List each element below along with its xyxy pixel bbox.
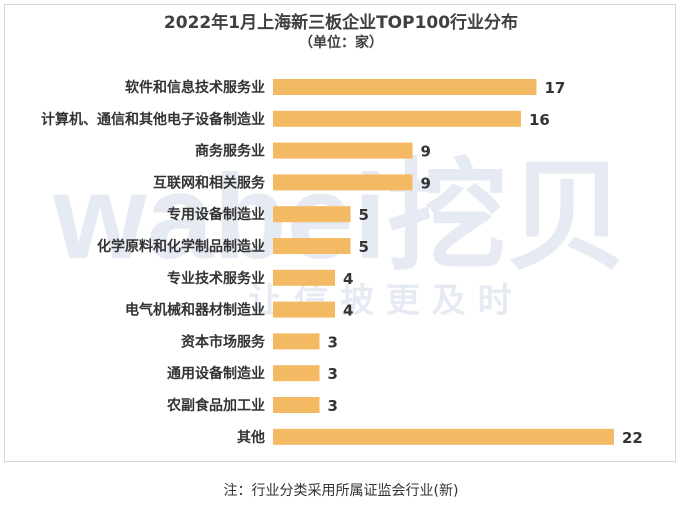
bar xyxy=(273,269,335,286)
category-label: 计算机、通信和其他电子设备制造业 xyxy=(41,111,265,128)
data-label: 17 xyxy=(545,79,566,97)
bar xyxy=(273,174,413,191)
bar xyxy=(273,428,614,445)
bar xyxy=(273,79,537,95)
category-label: 商务服务业 xyxy=(195,143,265,160)
data-label: 5 xyxy=(359,206,369,224)
data-label: 9 xyxy=(421,143,431,161)
data-label: 3 xyxy=(328,365,338,383)
chart-title: 2022年1月上海新三板企业TOP100行业分布 xyxy=(163,13,519,33)
footnote: 注：行业分类采用所属证监会行业(新) xyxy=(223,483,459,499)
bar xyxy=(273,397,320,413)
category-label: 软件和信息技术服务业 xyxy=(125,79,265,96)
category-label: 通用设备制造业 xyxy=(167,365,265,382)
bar xyxy=(273,110,521,127)
bar-chart: 软件和信息技术服务业 17 计算机、通信和其他电子设备制造业 16 商务服务业 9 互联网和… xyxy=(41,79,643,447)
category-label: 资本市场服务 xyxy=(181,333,266,350)
category-label: 互联网和相关服务 xyxy=(153,174,266,191)
data-label: 5 xyxy=(359,238,369,256)
category-label: 专用设备制造业 xyxy=(167,206,265,223)
bar xyxy=(273,333,320,350)
data-label: 16 xyxy=(529,111,550,129)
bar xyxy=(273,365,320,382)
data-label: 9 xyxy=(421,174,431,192)
category-label: 专业技术服务业 xyxy=(167,270,265,287)
data-label: 3 xyxy=(328,333,338,351)
chart-subtitle: （单位：家） xyxy=(299,35,383,51)
category-label: 其他 xyxy=(237,429,265,446)
bar xyxy=(273,142,413,159)
data-label: 4 xyxy=(343,270,353,288)
bar xyxy=(273,301,335,318)
data-label: 22 xyxy=(622,429,643,447)
category-label: 电气机械和器材制造业 xyxy=(125,302,265,319)
bar xyxy=(273,206,351,223)
category-label: 农副食品加工业 xyxy=(166,397,265,414)
category-label: 化学原料和化学制品制造业 xyxy=(97,238,265,255)
data-label: 4 xyxy=(343,302,353,320)
data-label: 3 xyxy=(328,397,338,415)
bar xyxy=(273,238,351,254)
